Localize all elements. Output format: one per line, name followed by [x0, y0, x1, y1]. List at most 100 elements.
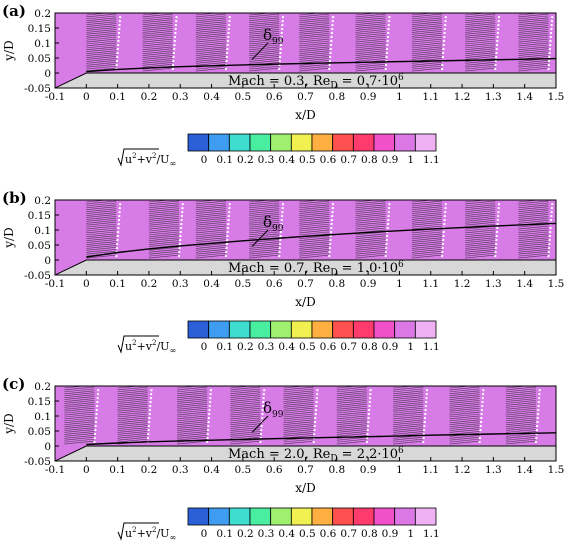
velocity-vector — [518, 27, 549, 31]
velocity-vector — [177, 413, 208, 418]
velocity-vector — [230, 429, 261, 433]
velocity-vector — [393, 400, 424, 404]
velocity-vector — [465, 36, 496, 41]
velocity-vector — [465, 65, 496, 70]
delta99-curve — [86, 57, 556, 73]
velocity-vector — [195, 229, 226, 234]
velocity-vector — [117, 415, 148, 420]
velocity-vector — [86, 243, 117, 247]
re-exponent: 6 — [398, 73, 404, 83]
velocity-vector — [449, 386, 480, 391]
colorbar-tick-label: 0.1 — [216, 528, 233, 540]
velocity-vector — [117, 392, 148, 397]
velocity-vector — [177, 411, 208, 416]
velocity-vector — [299, 42, 330, 47]
velocity-vector — [299, 218, 330, 222]
velocity-vector — [465, 247, 496, 251]
velocity-vector — [465, 243, 496, 247]
velocity-vector — [411, 19, 442, 24]
velocity-vector — [283, 438, 314, 443]
velocity-vector — [518, 227, 549, 232]
velocity-vector — [336, 411, 367, 416]
velocity-vector — [449, 388, 480, 393]
x-tick-label: 0.1 — [109, 464, 126, 476]
colorbar-tick-label: 0.7 — [340, 341, 357, 353]
x-tick-label: 0.4 — [203, 278, 220, 290]
velocity-vector — [518, 200, 549, 205]
velocity-vector — [518, 225, 549, 230]
velocity-vector — [336, 386, 367, 391]
x-tick-label: 0.6 — [266, 91, 283, 103]
velocity-vector — [230, 415, 261, 420]
colorbar-swatch — [270, 507, 292, 526]
velocity-vector — [177, 386, 208, 391]
velocity-vector — [411, 223, 442, 228]
velocity-vector — [283, 388, 314, 393]
velocity-vector — [148, 241, 179, 245]
x-tick-label: 1.3 — [485, 464, 502, 476]
profile-marker — [93, 387, 100, 444]
velocity-vector — [393, 407, 424, 412]
colorbar-label-plus: + — [137, 527, 146, 540]
velocity-vector — [195, 19, 226, 24]
velocity-vector — [86, 27, 117, 31]
velocity-vector — [283, 429, 314, 433]
colorbar-tick-label: 1 — [407, 154, 414, 166]
colorbar-tick-label: 0 — [201, 341, 208, 353]
velocity-vector — [148, 247, 179, 251]
velocity-vector — [230, 419, 261, 424]
velocity-vector — [148, 254, 179, 259]
velocity-vector — [142, 23, 173, 27]
velocity-vector — [465, 56, 496, 60]
velocity-vector — [148, 214, 179, 218]
mach-value: 0.3 — [284, 74, 305, 89]
delta99-label: δ99 — [263, 26, 284, 47]
velocity-vector — [355, 31, 386, 35]
velocity-vector — [393, 413, 424, 418]
velocity-vector — [411, 252, 442, 257]
velocity-vector — [518, 219, 549, 224]
x-tick-label: 1.2 — [454, 278, 471, 290]
x-tick-label: -0.1 — [45, 91, 65, 103]
velocity-vector — [465, 254, 496, 259]
velocity-vector — [505, 390, 536, 395]
velocity-vector — [86, 34, 117, 39]
velocity-vector — [336, 433, 367, 437]
velocity-vector — [355, 221, 386, 226]
velocity-vector — [142, 15, 173, 20]
velocity-vector — [249, 252, 280, 257]
velocity-vector — [249, 214, 280, 218]
velocity-vector — [505, 402, 536, 406]
x-tick-label: 0.5 — [235, 464, 252, 476]
piv-station — [355, 200, 391, 259]
velocity-vector — [195, 221, 226, 226]
velocity-vector — [117, 434, 148, 439]
velocity-vector — [117, 409, 148, 414]
velocity-vector — [195, 56, 226, 60]
velocity-vector — [465, 202, 496, 207]
velocity-vector — [465, 17, 496, 22]
velocity-vector — [411, 214, 442, 218]
velocity-vector — [449, 398, 480, 402]
velocity-vector — [505, 409, 536, 414]
velocity-vector — [465, 38, 496, 43]
velocity-vector — [283, 419, 314, 424]
y-tick-label: -0.05 — [24, 83, 51, 95]
profile-marker — [384, 201, 391, 258]
velocity-vector — [411, 231, 442, 236]
colorbar-swatch — [414, 133, 437, 152]
velocity-vector — [195, 13, 226, 18]
velocity-vector — [505, 404, 536, 408]
velocity-vector — [86, 36, 117, 41]
velocity-vector — [299, 13, 330, 18]
velocity-vector — [393, 415, 424, 420]
velocity-vector — [465, 44, 496, 49]
profile-marker — [365, 387, 372, 444]
velocity-vector — [86, 17, 117, 22]
colorbar: 0 0.1 0.2 0.3 0.4 0.5 0.6 0.7 0.8 0.9 1 1.1u2+v2/U∞ — [117, 320, 440, 355]
velocity-vector — [518, 17, 549, 22]
velocity-vector — [249, 235, 280, 240]
colorbar-tick-label: 1.1 — [423, 341, 440, 353]
